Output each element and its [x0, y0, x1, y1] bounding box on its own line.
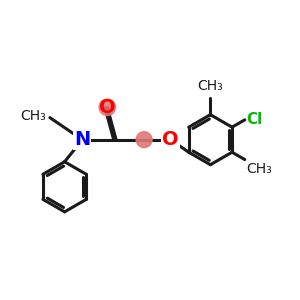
Text: CH₃: CH₃ [197, 80, 223, 94]
Text: Cl: Cl [246, 112, 262, 127]
Text: CH₃: CH₃ [21, 109, 46, 123]
Text: N: N [74, 130, 90, 149]
Circle shape [136, 132, 152, 148]
Text: O: O [162, 130, 179, 149]
Text: O: O [99, 98, 116, 117]
Text: CH₃: CH₃ [246, 162, 272, 176]
Circle shape [99, 99, 116, 116]
